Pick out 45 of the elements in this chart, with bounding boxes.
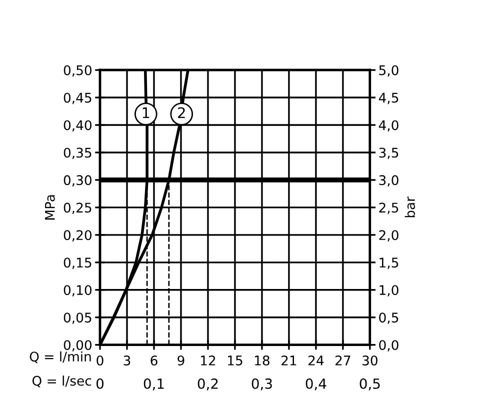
y-axis-title: MPa <box>45 195 55 220</box>
x-tick-label: 6 <box>150 355 158 366</box>
y2-tick-label: 4,0 <box>378 120 398 132</box>
x-tick-label: 24 <box>308 355 324 366</box>
x2-tick-label: 0,1 <box>144 378 164 390</box>
y2-tick-label: 2,0 <box>379 230 398 242</box>
annotation: 2 <box>178 107 185 118</box>
y-tick-label: 0,45 <box>64 92 92 104</box>
x-tick-label: 27 <box>336 355 350 366</box>
y2-tick-label: 5,0 <box>379 65 398 77</box>
y2-tick-label: 4,5 <box>378 92 398 104</box>
y-tick-label: 0,05 <box>64 312 92 324</box>
y-tick-label: 0,10 <box>64 285 92 296</box>
y2-tick-label: 1,5 <box>380 258 398 269</box>
x2-tick-label: 0,3 <box>252 378 272 390</box>
x2-tick-label: 0,2 <box>198 378 218 390</box>
y2-tick-label: 2,5 <box>379 202 398 214</box>
x-tick-label: 18 <box>255 355 270 366</box>
y-tick-label: 0,00 <box>64 340 92 352</box>
y2-tick-label: 0,5 <box>379 312 398 324</box>
x-tick-label: 21 <box>282 355 296 366</box>
y2-tick-label: 1,0 <box>380 285 398 296</box>
x2-axis-title: Q = l/sec <box>32 376 92 388</box>
x2-tick-label: 0,4 <box>306 378 326 390</box>
x-tick-label: 0 <box>96 355 104 366</box>
x2-tick-label: 0,5 <box>360 378 380 390</box>
y-tick-label: 0,15 <box>64 258 92 269</box>
y-tick-label: 0,30 <box>64 175 92 187</box>
x-tick-label: 15 <box>228 356 242 366</box>
y-tick-label: 0,40 <box>64 120 92 132</box>
x-tick-label: 9 <box>178 355 184 366</box>
y2-tick-label: 3,5 <box>379 148 398 160</box>
y-tick-label: 0,50 <box>64 65 92 77</box>
y2-tick-label: 3,0 <box>379 175 398 187</box>
x-tick-label: 3 <box>124 355 130 366</box>
x-axis-title: Q = l/min <box>30 351 91 364</box>
y2-axis-title: bar <box>404 196 416 218</box>
x2-tick-label: 0 <box>96 378 104 389</box>
y-tick-label: 0,20 <box>64 230 92 242</box>
annotation: 1 <box>142 107 150 118</box>
y-tick-label: 0,25 <box>64 202 92 214</box>
y2-tick-label: 0,0 <box>379 340 398 352</box>
y-tick-label: 0,35 <box>64 148 92 160</box>
x-tick-label: 12 <box>201 355 216 366</box>
x-tick-label: 30 <box>362 355 378 366</box>
